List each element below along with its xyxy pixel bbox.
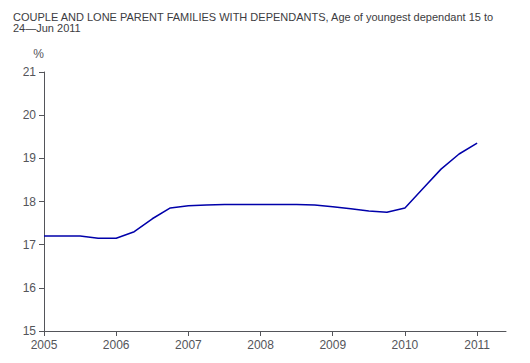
svg-text:2010: 2010 [392, 338, 419, 352]
svg-text:17: 17 [23, 238, 37, 252]
svg-text:18: 18 [23, 195, 37, 209]
svg-text:19: 19 [23, 151, 37, 165]
svg-text:%: % [33, 47, 44, 61]
svg-text:2006: 2006 [103, 338, 130, 352]
svg-text:2011: 2011 [464, 338, 490, 352]
svg-text:2007: 2007 [175, 338, 202, 352]
svg-text:24—Jun 2011: 24—Jun 2011 [13, 22, 81, 34]
svg-text:2009: 2009 [319, 338, 346, 352]
svg-text:COUPLE AND LONE PARENT FAMILIE: COUPLE AND LONE PARENT FAMILIES WITH DEP… [13, 11, 496, 23]
svg-text:15: 15 [23, 324, 37, 338]
svg-text:16: 16 [23, 281, 37, 295]
svg-text:20: 20 [23, 108, 37, 122]
svg-text:2005: 2005 [31, 338, 58, 352]
svg-text:21: 21 [23, 65, 37, 79]
svg-text:2008: 2008 [247, 338, 274, 352]
